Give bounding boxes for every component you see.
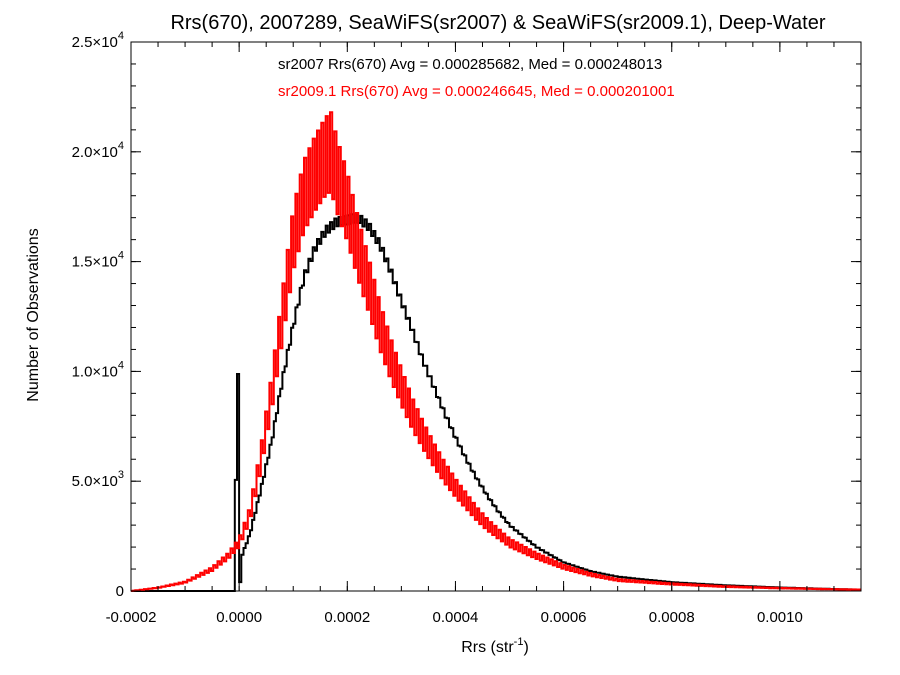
x-tick-label: 0.0010 (757, 609, 803, 626)
y-tick-label: 2.5×104 (72, 30, 124, 51)
x-tick-label: 0.0006 (541, 609, 587, 626)
plot-area (130, 41, 862, 592)
plot-frame (130, 41, 862, 592)
y-axis-label: Number of Observations (25, 228, 42, 401)
sr2007-stats-annotation: sr2007 Rrs(670) Avg = 0.000285682, Med =… (278, 56, 662, 73)
x-axis-label: Rrs (str-1) (461, 636, 529, 656)
sr2009-stats-annotation: sr2009.1 Rrs(670) Avg = 0.000246645, Med… (278, 83, 675, 100)
x-tick-label: 0.0002 (324, 609, 370, 626)
y-tick-label: 1.5×104 (72, 250, 124, 271)
x-tick-label: 0.0008 (649, 609, 695, 626)
histogram-series-1 (131, 111, 861, 592)
x-axis: -0.0002 0.0000 0.0002 0.0004 0.0006 0.0008 0.0… (106, 42, 862, 626)
x-tick-label: -0.0002 (106, 609, 157, 626)
chart-title: Rrs(670), 2007289, SeaWiFS(sr2007) & Sea… (170, 12, 825, 34)
y-tick-label: 1.0×104 (72, 359, 124, 380)
y-tick-label: 0 (116, 583, 124, 600)
y-axis: 0 5.0×103 1.0×104 1.5×104 2.0×104 2.5×104 (72, 30, 861, 600)
x-tick-label: 0.0004 (432, 609, 478, 626)
y-tick-label: 2.0×104 (72, 140, 124, 161)
y-tick-label: 5.0×103 (72, 469, 124, 490)
x-tick-label: 0.0000 (216, 609, 262, 626)
